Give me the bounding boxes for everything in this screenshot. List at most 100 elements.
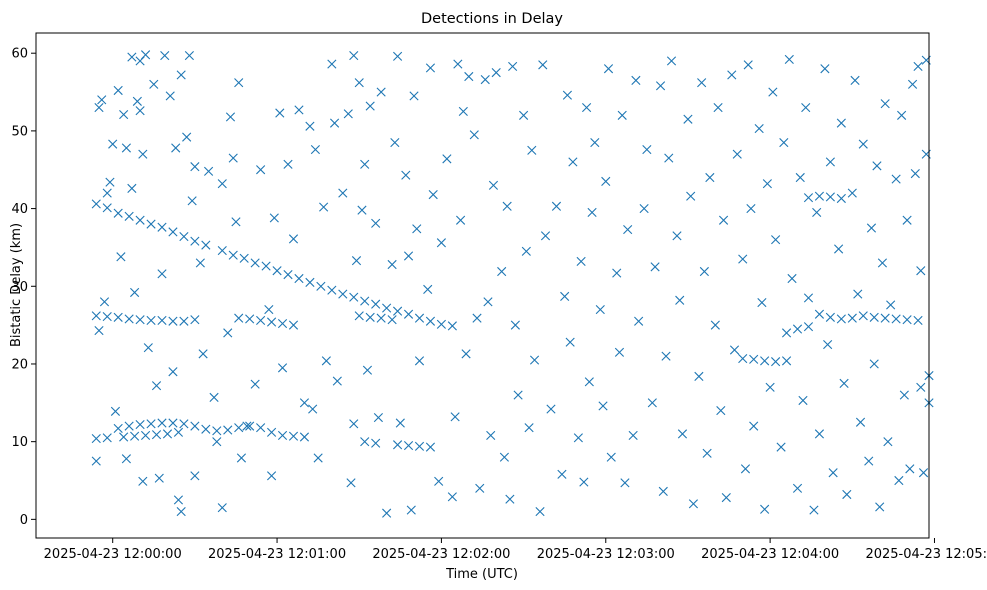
data-point (108, 139, 118, 149)
data-point (839, 378, 849, 388)
data-point (754, 123, 764, 134)
y-tick-label: 60 (11, 47, 28, 62)
data-point (294, 273, 304, 284)
data-point (727, 70, 737, 80)
data-point (168, 418, 178, 428)
data-point (606, 452, 616, 462)
x-tick-label: 2025-04-23 12:00:00 (44, 547, 182, 562)
data-point (190, 471, 200, 481)
data-point (272, 266, 282, 276)
data-point (891, 174, 901, 184)
data-point (310, 144, 320, 155)
data-point (225, 112, 236, 122)
data-point (288, 320, 299, 330)
data-point (746, 203, 756, 214)
data-point (305, 277, 315, 287)
y-tick-label: 30 (11, 280, 28, 295)
data-point (771, 357, 781, 367)
data-point (812, 207, 822, 218)
data-point (187, 196, 197, 206)
data-point (595, 304, 605, 315)
data-point (647, 398, 657, 408)
data-point (447, 492, 457, 502)
data-point (228, 153, 238, 163)
data-point (135, 419, 145, 430)
data-point (776, 442, 786, 452)
data-point (401, 170, 411, 180)
data-point (91, 456, 101, 466)
data-point (406, 505, 416, 515)
data-point (354, 311, 364, 321)
data-point (820, 64, 830, 74)
data-point (403, 440, 414, 451)
data-point (138, 149, 148, 159)
data-point (787, 273, 797, 284)
data-point (803, 193, 814, 203)
data-point (858, 311, 868, 321)
data-point (329, 118, 340, 128)
data-point (866, 223, 877, 233)
data-point (803, 293, 814, 303)
data-point (121, 454, 131, 464)
data-point (447, 321, 457, 331)
data-point (864, 456, 874, 466)
data-point (869, 312, 879, 322)
data-point (387, 315, 397, 325)
data-point (869, 359, 879, 369)
data-point (814, 191, 825, 201)
data-point (157, 315, 167, 326)
y-tick-label: 50 (11, 124, 28, 139)
data-point (697, 78, 707, 88)
data-point (612, 268, 622, 278)
data-point (749, 421, 759, 431)
data-point (327, 285, 337, 295)
data-point (157, 222, 167, 232)
data-point (201, 240, 211, 250)
data-point (582, 102, 592, 113)
data-point (486, 430, 496, 441)
data-point (275, 108, 285, 118)
data-point (277, 363, 288, 373)
data-point (664, 153, 674, 163)
data-point (768, 87, 778, 97)
data-point (825, 157, 835, 167)
data-point (313, 453, 323, 463)
data-point (403, 251, 414, 261)
data-point (631, 75, 641, 85)
data-point (590, 137, 600, 148)
data-point (718, 215, 729, 225)
data-point (360, 437, 370, 447)
data-point (223, 425, 233, 435)
data-point (557, 469, 567, 479)
data-point (168, 316, 178, 326)
data-point (803, 322, 814, 332)
data-point (332, 376, 342, 386)
data-point (907, 79, 918, 89)
data-point (584, 377, 594, 387)
data-point (823, 339, 833, 350)
data-point (146, 419, 156, 429)
data-point (568, 157, 578, 167)
data-point (628, 430, 638, 441)
data-point (524, 423, 534, 433)
data-point (91, 311, 101, 321)
y-tick-label: 10 (11, 435, 28, 450)
data-point (160, 50, 170, 61)
data-point (464, 71, 474, 82)
data-point (119, 109, 129, 120)
data-point (858, 139, 868, 149)
chart-title: Detections in Delay (421, 11, 563, 27)
data-point (765, 382, 775, 392)
data-point (121, 143, 131, 153)
data-point (798, 395, 808, 406)
data-point (877, 258, 888, 268)
y-tick-label: 0 (20, 513, 28, 528)
data-point (392, 306, 403, 316)
data-point (157, 418, 167, 428)
data-point (423, 284, 433, 294)
data-point (124, 421, 134, 431)
data-point (105, 177, 115, 187)
data-point (127, 52, 137, 62)
